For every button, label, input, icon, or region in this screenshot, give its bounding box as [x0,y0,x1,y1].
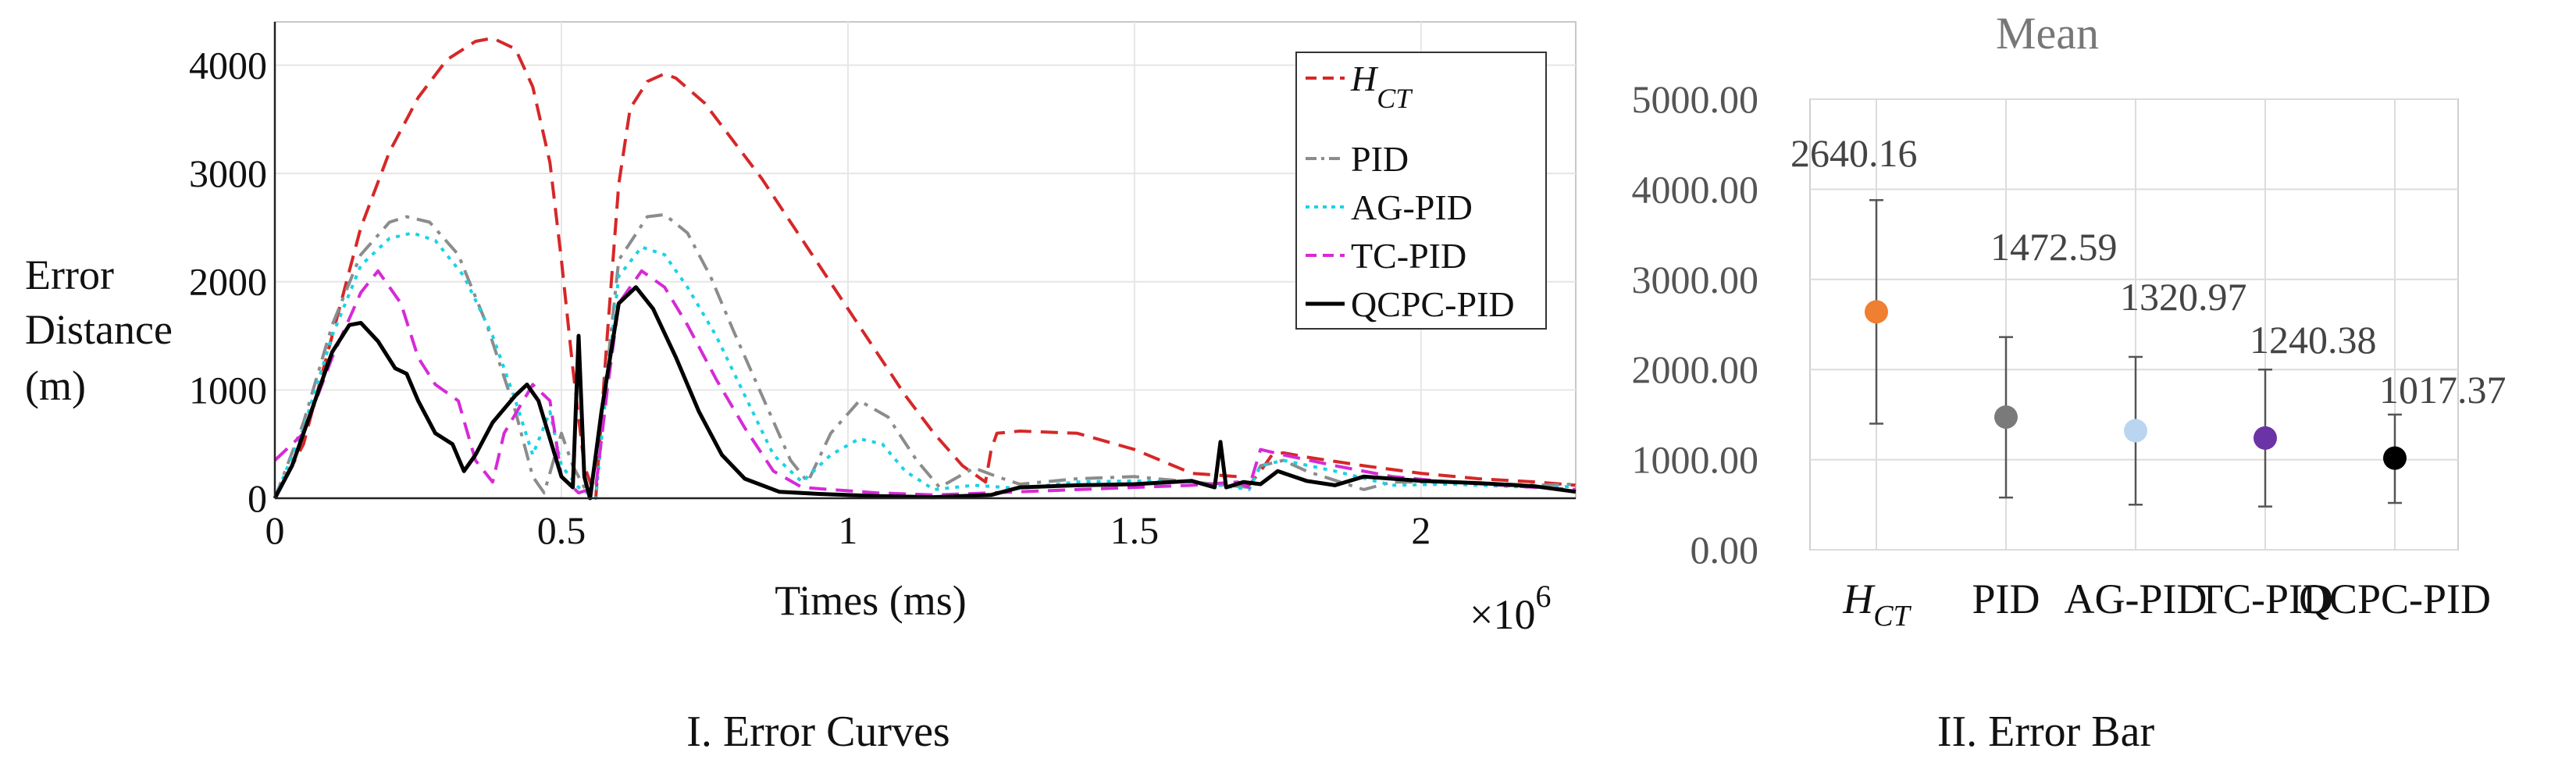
category-label: PID [1972,576,2040,622]
legend-items: HCT PID AG-PID TC-PID QCPC-PID [1306,59,1515,324]
category-label: AG-PID [2065,576,2207,622]
right-y-tick-label: 1000.00 [1632,438,1759,482]
mean-value-label: 1472.59 [1990,225,2118,269]
left-y-tick-label: 2000 [189,260,267,304]
right-y-tick-labels: 0.00 1000.00 2000.00 3000.00 4000.00 5000.00 [1632,77,1759,572]
left-ylabel-line-2: Distance [25,306,173,353]
x-multiplier-exp: 6 [1535,579,1551,614]
left-y-tick-label: 3000 [189,152,267,195]
mean-value-label: 1320.97 [2120,275,2247,319]
category-label-sub: CT [1873,600,1912,633]
right-plot-frame [1809,98,2459,551]
mean-point [2254,426,2277,450]
mean-value-label: 1240.38 [2250,318,2377,362]
left-x-tick-label: 1.5 [1110,508,1160,552]
right-y-tick-label: 2000.00 [1632,348,1759,391]
legend-label: PID [1351,139,1409,179]
left-caption: I. Error Curves [686,708,950,756]
right-y-tick-label: 4000.00 [1632,167,1759,211]
right-y-tick-label: 5000.00 [1632,77,1759,121]
right-caption: II. Error Bar [1937,708,2155,756]
legend: HCT PID AG-PID TC-PID QCPC-PID [1295,52,1547,330]
category-label: TC-PID [2197,576,2333,622]
error-curves-chart: 0 1000 2000 3000 4000 0 0.5 1 1.5 2 Error Distan… [25,21,1577,756]
x-multiplier-base: ×10 [1470,591,1535,638]
legend-label-sub: CT [1377,83,1413,114]
legend-box [1295,52,1547,330]
left-ylabel-line-1: Error [25,251,114,298]
mean-point [1994,405,2018,430]
series-line-h-ct [273,36,1577,500]
left-ylabel-line-3: (m) [25,362,86,409]
left-x-tick-label: 0 [265,508,285,552]
right-title: Mean [1996,8,2099,59]
left-y-tick-labels: 0 1000 2000 3000 4000 [189,43,267,520]
series-line-qcpc-pid [273,285,1577,501]
legend-label: AG-PID [1351,187,1473,227]
mean-point [2383,446,2407,470]
right-y-tick-label: 3000.00 [1632,258,1759,301]
series-line-ag-pid [273,231,1577,500]
left-x-tick-label: 1 [838,508,857,552]
left-x-tick-label: 2 [1411,508,1431,552]
x-multiplier: ×106 [1470,579,1551,638]
legend-label-main: H [1350,59,1379,98]
right-y-tick-label: 0.00 [1691,528,1759,572]
left-y-tick-label: 4000 [189,43,267,87]
mean-value-label: 1017.37 [2379,368,2507,412]
left-x-tick-label: 0.5 [537,508,586,552]
left-y-tick-label: 1000 [189,368,267,412]
mean-value-label: 2640.16 [1790,131,1918,175]
mean-point [1865,300,1888,324]
left-series-lines [273,36,1577,501]
legend-label: QCPC-PID [1351,284,1515,324]
legend-label: HCT [1350,59,1413,114]
left-x-tick-labels: 0 0.5 1 1.5 2 [265,508,1431,552]
series-line-tc-pid [273,269,1577,497]
category-label-main: H [1842,576,1876,622]
legend-label: TC-PID [1351,236,1466,276]
left-xlabel: Times (ms) [775,577,967,624]
mean-point [2124,419,2147,443]
category-label: QCPC-PID [2299,576,2491,622]
error-bar-chart: Mean 0.00 1000.00 2000.00 3000.00 4000.00 500… [1632,8,2507,756]
series-line-pid [273,212,1577,500]
left-y-tick-label: 0 [248,476,267,520]
category-label: HCT [1842,576,1912,633]
